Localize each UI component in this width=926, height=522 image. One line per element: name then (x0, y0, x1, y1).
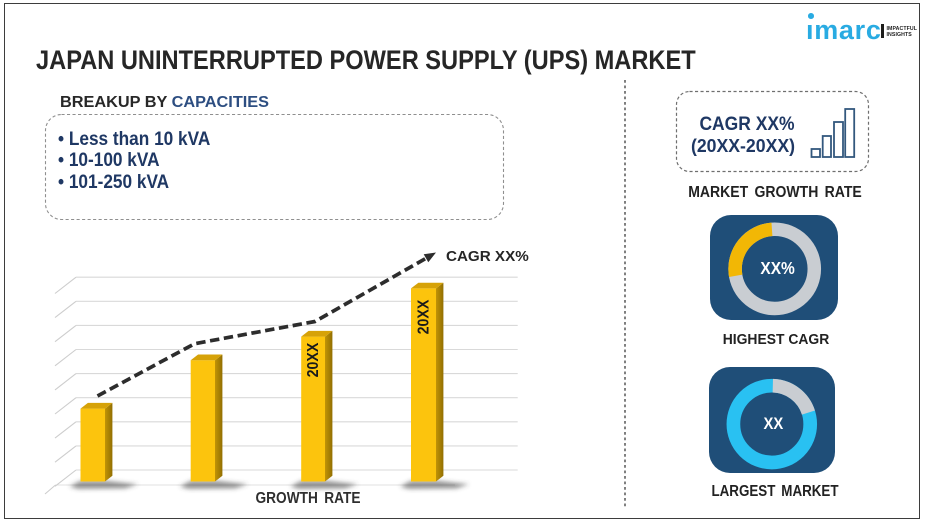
svg-text:XX: XX (764, 415, 784, 433)
svg-text:20XX: 20XX (305, 342, 322, 377)
svg-text:20XX: 20XX (415, 299, 432, 334)
svg-text:XX%: XX% (760, 258, 794, 278)
